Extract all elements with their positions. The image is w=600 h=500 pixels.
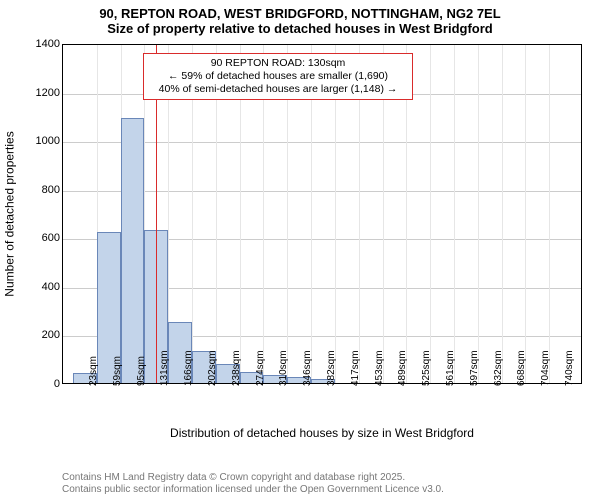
xtick-label: 704sqm [540, 350, 551, 386]
xtick-label: 202sqm [207, 350, 218, 386]
xtick-label: 525sqm [421, 350, 432, 386]
xtick-label: 95sqm [136, 356, 147, 386]
gridline-v [502, 45, 503, 383]
xtick-label: 131sqm [159, 350, 170, 386]
annotation-box: 90 REPTON ROAD: 130sqm← 59% of detached … [143, 53, 413, 100]
ytick-label: 0 [28, 378, 60, 390]
xtick-label: 23sqm [88, 356, 99, 386]
gridline-v [478, 45, 479, 383]
footer-line-1: Contains HM Land Registry data © Crown c… [62, 472, 444, 484]
ytick-label: 1200 [28, 87, 60, 99]
ytick-label: 1000 [28, 135, 60, 147]
xtick-label: 668sqm [516, 350, 527, 386]
plot-area: 90 REPTON ROAD: 130sqm← 59% of detached … [62, 44, 582, 384]
gridline-v [549, 45, 550, 383]
xtick-label: 346sqm [302, 350, 313, 386]
chart-wrap: Number of detached properties 90 REPTON … [0, 44, 600, 440]
x-axis-label: Distribution of detached houses by size … [62, 426, 582, 440]
xtick-label: 561sqm [445, 350, 456, 386]
chart-container: 90, REPTON ROAD, WEST BRIDGFORD, NOTTING… [0, 0, 600, 500]
xtick-label: 238sqm [231, 350, 242, 386]
footer-line-2: Contains public sector information licen… [62, 484, 444, 496]
xtick-label: 417sqm [350, 350, 361, 386]
ytick-label: 200 [28, 329, 60, 341]
annotation-line-2: ← 59% of detached houses are smaller (1,… [150, 70, 406, 83]
xtick-label: 59sqm [112, 356, 123, 386]
annotation-line-1: 90 REPTON ROAD: 130sqm [150, 57, 406, 70]
xtick-label: 597sqm [469, 350, 480, 386]
xtick-label: 632sqm [493, 350, 504, 386]
gridline-v [454, 45, 455, 383]
histogram-bar [121, 118, 145, 383]
xtick-label: 740sqm [564, 350, 575, 386]
title-main: 90, REPTON ROAD, WEST BRIDGFORD, NOTTING… [0, 6, 600, 21]
y-axis-label: Number of detached properties [0, 44, 20, 384]
xtick-label: 382sqm [326, 350, 337, 386]
gridline-v [430, 45, 431, 383]
gridline-v [525, 45, 526, 383]
xtick-label: 274sqm [255, 350, 266, 386]
footer-attribution: Contains HM Land Registry data © Crown c… [62, 472, 444, 496]
ytick-label: 600 [28, 232, 60, 244]
titles-block: 90, REPTON ROAD, WEST BRIDGFORD, NOTTING… [0, 0, 600, 36]
xtick-label: 453sqm [374, 350, 385, 386]
xtick-label: 310sqm [278, 350, 289, 386]
title-sub: Size of property relative to detached ho… [0, 21, 600, 36]
xtick-label: 166sqm [183, 350, 194, 386]
ytick-label: 400 [28, 281, 60, 293]
ytick-label: 1400 [28, 38, 60, 50]
xtick-label: 489sqm [397, 350, 408, 386]
ytick-label: 800 [28, 184, 60, 196]
annotation-line-3: 40% of semi-detached houses are larger (… [150, 83, 406, 96]
